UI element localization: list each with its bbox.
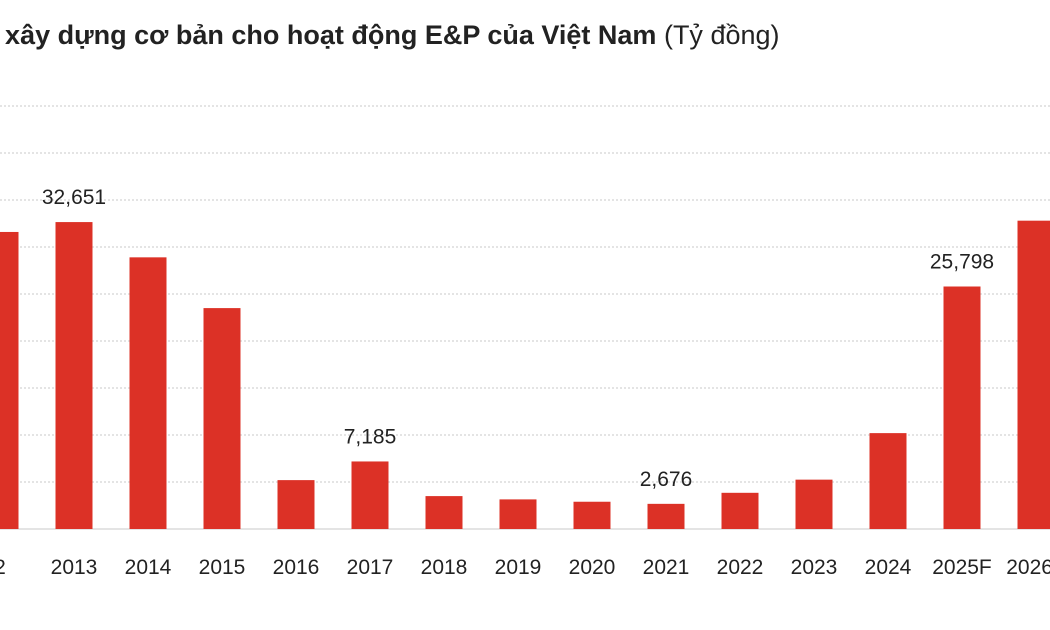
chart-title-main: ư xây dựng cơ bản cho hoạt động E&P của … [0,20,657,50]
x-tick-label-2023: 2023 [791,556,838,579]
bar-2018 [425,496,463,529]
bar-2017 [351,461,389,529]
bar-2019 [499,499,537,529]
bar-2016 [277,480,315,529]
x-tick-label-2020: 2020 [569,556,616,579]
x-tick-label-2024: 2024 [865,556,912,579]
x-tick-label-2018: 2018 [421,556,468,579]
data-label-2025F: 25,798 [930,250,994,273]
x-tick-label-2022: 2022 [717,556,764,579]
x-tick-label-2015: 2015 [199,556,246,579]
bar-2021 [647,503,685,529]
bar-2022 [721,492,759,529]
data-label-2013: 32,651 [42,186,106,209]
x-tick-label-2013: 2013 [51,556,98,579]
x-tick-label-2025F: 2025F [932,556,992,579]
bar-2015 [203,308,241,529]
bar-2020 [573,501,611,529]
x-tick-label-2017: 2017 [347,556,394,579]
x-tick-label-2019: 2019 [495,556,542,579]
bar-2014 [129,257,167,529]
bar-2 [0,231,19,529]
bar-2013 [55,222,93,529]
bar-2025F [943,286,981,529]
bar-2023 [795,479,833,529]
x-tick-label-2016: 2016 [273,556,320,579]
data-label-2021: 2,676 [640,468,693,491]
chart-title: ư xây dựng cơ bản cho hoạt động E&P của … [0,0,1050,80]
bar-2026F [1017,220,1050,529]
data-label-2017: 7,185 [344,425,397,448]
bar-2024 [869,433,907,529]
x-tick-label-2: 2 [0,556,6,579]
x-tick-label-2021: 2021 [643,556,690,579]
x-tick-label-2026F: 2026F [1006,556,1050,579]
x-tick-label-2014: 2014 [125,556,172,579]
chart-unit: (Tỷ đồng) [663,20,780,50]
